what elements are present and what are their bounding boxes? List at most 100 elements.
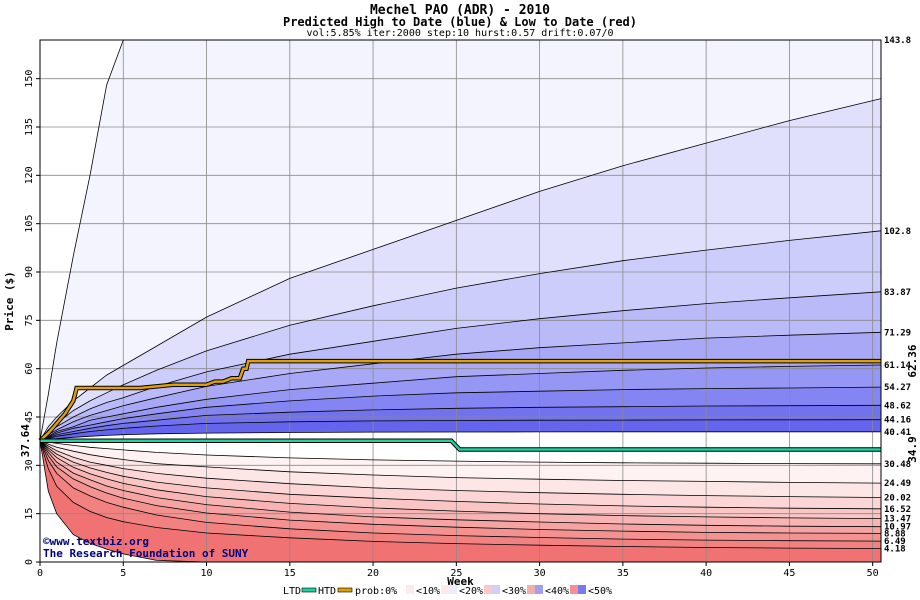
quantile-line bbox=[39, 440, 882, 528]
y-tick-label: 60 bbox=[24, 363, 35, 375]
legend-prob-swatch bbox=[492, 585, 500, 594]
high-band bbox=[40, 98, 881, 441]
quantile-line bbox=[39, 364, 882, 442]
quantile-end-label: 143.8 bbox=[884, 36, 911, 46]
y-axis-title: Price ($) bbox=[3, 271, 16, 331]
x-tick-label: 50 bbox=[867, 568, 879, 579]
quantile-end-label: 16.52 bbox=[884, 505, 911, 515]
legend-prob-label: prob:0% bbox=[355, 586, 397, 597]
y-tick-label: 30 bbox=[24, 459, 35, 471]
x-tick-label: 15 bbox=[284, 568, 296, 579]
legend-prob-swatch bbox=[527, 585, 535, 594]
axes: 0 15 30 45 60 75 90 105 120 135 150 0 5 10 15 20 25 30 35 4… bbox=[3, 39, 882, 588]
quantile-end-label: 6.49 bbox=[884, 537, 906, 547]
quantile-line bbox=[39, 386, 882, 442]
ltd-line bbox=[40, 439, 881, 451]
quantile-end-label: 102.8 bbox=[884, 227, 911, 237]
quantile-end-label: 13.47 bbox=[884, 515, 911, 525]
x-axis-title: Week bbox=[447, 575, 474, 588]
y-tick-label: 45 bbox=[24, 411, 35, 423]
low-band bbox=[40, 440, 881, 498]
ltd-end-label: 34.9 bbox=[906, 436, 919, 463]
legend-prob-swatch bbox=[441, 585, 449, 594]
legend-prob-swatch bbox=[570, 585, 578, 594]
y-tick-label: 120 bbox=[24, 166, 35, 184]
low-band bbox=[40, 440, 881, 562]
high-band bbox=[40, 419, 881, 441]
legend-prob-label: <20% bbox=[459, 586, 483, 597]
legend-htd-swatch bbox=[337, 587, 353, 593]
high-band bbox=[40, 230, 881, 441]
legend-prob-swatch bbox=[578, 585, 586, 594]
legend-prob-label: <10% bbox=[416, 586, 440, 597]
quantile-line bbox=[39, 440, 882, 534]
quantile-end-label: 83.87 bbox=[884, 288, 911, 298]
quantile-lines bbox=[39, 39, 882, 563]
y-tick-label: 105 bbox=[24, 215, 35, 233]
x-tick-label: 35 bbox=[617, 568, 629, 579]
quantile-end-label: 20.02 bbox=[884, 493, 911, 503]
legend-ltd-label: LTD bbox=[283, 586, 301, 597]
y-tick-label: 15 bbox=[24, 508, 35, 520]
quantile-end-label: 44.16 bbox=[884, 416, 911, 426]
legend-prob-swatch bbox=[535, 585, 543, 594]
quantile-line bbox=[39, 440, 882, 498]
quantile-line bbox=[39, 419, 882, 442]
quantile-end-label: 54.27 bbox=[884, 383, 911, 393]
quantile-line bbox=[39, 404, 882, 442]
quantile-line bbox=[39, 291, 882, 441]
quantile-end-label: 4.18 bbox=[884, 545, 906, 555]
legend: LTD HTD prob:0% <10% <20% <30% <40% <50% bbox=[283, 585, 612, 597]
quantile-line bbox=[39, 440, 882, 549]
x-tick-label: 10 bbox=[201, 568, 213, 579]
legend-prob-label: <40% bbox=[545, 586, 569, 597]
quantile-line bbox=[39, 440, 882, 484]
x-tick-label: 25 bbox=[450, 568, 462, 579]
quantile-end-label: 8.88 bbox=[884, 529, 906, 539]
high-band bbox=[40, 40, 881, 441]
high-band bbox=[40, 291, 881, 441]
legend-prob-label: <50% bbox=[588, 586, 612, 597]
quantile-line bbox=[39, 230, 882, 441]
htd-end-label: 62.36 bbox=[906, 344, 919, 377]
high-band bbox=[40, 365, 881, 441]
x-tick-label: 40 bbox=[700, 568, 712, 579]
high-band bbox=[40, 387, 881, 441]
y-tick-label: 0 bbox=[24, 559, 35, 565]
quantile-end-label: 10.97 bbox=[884, 523, 911, 533]
legend-prob-swatch bbox=[398, 585, 406, 594]
chart-params: vol:5.85% iter:2000 step:10 hurst:0.57 d… bbox=[306, 28, 614, 39]
htd-line bbox=[39, 359, 881, 442]
quantile-bands bbox=[40, 40, 881, 562]
labels: 143.8 102.8 83.87 71.29 61.14 54.27 48.62 44.16… bbox=[19, 36, 919, 555]
quantile-line bbox=[39, 431, 881, 442]
y-tick-label: 135 bbox=[24, 118, 35, 136]
credit-org: The Research Foundation of SUNY bbox=[43, 547, 249, 560]
quantile-end-label: 24.49 bbox=[884, 479, 911, 489]
legend-prob-swatch bbox=[484, 585, 492, 594]
legend-prob-swatch bbox=[449, 585, 457, 594]
legend-ltd-swatch bbox=[301, 587, 317, 593]
quantile-line bbox=[39, 440, 882, 510]
low-band bbox=[40, 440, 881, 534]
series-lines bbox=[38, 358, 881, 452]
x-tick-label: 45 bbox=[783, 568, 795, 579]
quantile-end-label: 61.14 bbox=[884, 361, 912, 371]
legend-prob-label: <30% bbox=[502, 586, 526, 597]
high-band bbox=[40, 405, 881, 441]
y-tick-label: 75 bbox=[24, 314, 35, 326]
y-tick-label: 90 bbox=[24, 266, 35, 278]
start-price-label: 37.64 bbox=[19, 424, 32, 457]
chart-title: Mechel PAO (ADR) - 2010 bbox=[369, 3, 550, 18]
legend-htd-label: HTD bbox=[318, 586, 336, 597]
low-band bbox=[40, 440, 881, 519]
quantile-end-label: 30.48 bbox=[884, 460, 911, 470]
low-band bbox=[40, 440, 881, 484]
quantile-end-label: 48.62 bbox=[884, 401, 911, 411]
quantile-end-label: 40.41 bbox=[884, 428, 911, 438]
quantile-line bbox=[39, 440, 882, 519]
x-tick-label: 5 bbox=[120, 568, 126, 579]
quantile-line bbox=[39, 440, 882, 465]
